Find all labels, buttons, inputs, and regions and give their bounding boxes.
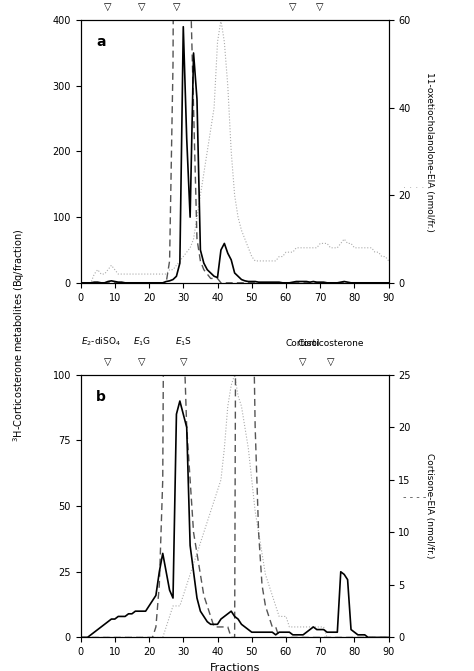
Text: a: a [96,36,106,50]
Text: ▽: ▽ [289,2,297,12]
Text: Cortisol: Cortisol [286,340,320,348]
Y-axis label: 11-oxetiocholanolone-EIA (nmol/fr.): 11-oxetiocholanolone-EIA (nmol/fr.) [425,72,434,231]
Text: ▽: ▽ [317,2,324,12]
Text: Corticosterone: Corticosterone [297,340,364,348]
Text: $E_2$-diSO$_4$: $E_2$-diSO$_4$ [81,336,121,348]
Text: ▽: ▽ [300,357,307,367]
Text: ▽: ▽ [138,2,146,12]
Text: ▽: ▽ [327,357,334,367]
Text: - - - -: - - - - [403,492,426,501]
Text: ▽: ▽ [104,2,112,12]
Text: $E_1$G: $E_1$G [133,336,151,348]
Text: $^{3}$H-Corticosterone metabolites (Bq/fraction): $^{3}$H-Corticosterone metabolites (Bq/f… [11,229,27,442]
Text: ▽: ▽ [173,2,180,12]
Text: ▽: ▽ [180,357,187,367]
Y-axis label: Cortisone-EIA (nmol/fr.): Cortisone-EIA (nmol/fr.) [425,454,434,559]
Text: · · · · ·: · · · · · [403,183,430,193]
Text: $E_1$S: $E_1$S [175,336,192,348]
Text: ▽: ▽ [138,357,146,367]
X-axis label: Fractions: Fractions [210,663,260,671]
Text: b: b [96,390,106,404]
Text: ▽: ▽ [104,357,112,367]
